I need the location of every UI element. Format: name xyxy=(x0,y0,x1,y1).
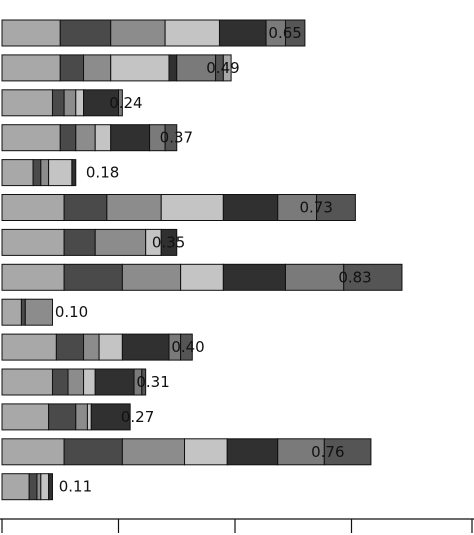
bar-3-segment-6 xyxy=(118,89,123,117)
bar-4-segment-3 xyxy=(75,124,96,152)
bar-9-segment-1 xyxy=(1,298,22,326)
bar-8-segment-5 xyxy=(222,263,286,291)
bar-5-segment-1 xyxy=(1,159,34,187)
bar-3-segment-1 xyxy=(1,89,53,117)
bar-5-segment-4 xyxy=(48,159,73,187)
bar-8-segment-6 xyxy=(284,263,345,291)
bar-13-segment-1 xyxy=(1,438,65,466)
bar-1-segment-5 xyxy=(218,19,267,47)
bar-8-segment-4 xyxy=(180,263,224,291)
bar-3-segment-4 xyxy=(75,89,85,117)
bar-10-total-label: 0.40 xyxy=(171,338,204,356)
bar-2-segment-4 xyxy=(110,54,170,82)
bar-5-total-label: 0.18 xyxy=(86,164,119,182)
bar-14-total-label: 0.11 xyxy=(59,478,92,496)
bar-10-segment-5 xyxy=(121,333,170,361)
bar-12-segment-2 xyxy=(48,403,77,431)
bar-4-segment-2 xyxy=(59,124,77,152)
bar-3-segment-2 xyxy=(51,89,65,117)
bar-12-segment-3 xyxy=(75,403,88,431)
bar-1-segment-7 xyxy=(284,19,306,47)
x-axis xyxy=(0,518,474,533)
bar-1-segment-2 xyxy=(59,19,112,47)
bar-8-total-label: 0.83 xyxy=(338,268,371,286)
bar-2-segment-8 xyxy=(222,54,232,82)
bar-11-segment-2 xyxy=(51,368,69,396)
bar-5-segment-3 xyxy=(40,159,50,187)
bar-6-segment-6 xyxy=(277,194,318,221)
bar-2-segment-6 xyxy=(176,54,217,82)
bar-11-segment-1 xyxy=(1,368,53,396)
bar-6-total-label: 0.73 xyxy=(299,199,332,217)
bar-10-segment-1 xyxy=(1,333,57,361)
total-labels-group: 0.65 0.49 0.24 0.37 0.18 0.73 0.35 0.83 0.10 0.40… xyxy=(55,24,372,496)
bar-6-segment-7 xyxy=(316,194,356,221)
bar-4-segment-7 xyxy=(164,124,178,152)
bar-3-total-label: 0.24 xyxy=(109,94,142,112)
bar-14-segment-1 xyxy=(1,473,30,501)
bar-2-segment-3 xyxy=(83,54,112,82)
bar-1-total-label: 0.65 xyxy=(268,24,301,42)
bar-4-total-label: 0.37 xyxy=(160,129,193,147)
bar-11-segment-3 xyxy=(67,368,85,396)
bar-12-segment-1 xyxy=(1,403,50,431)
bar-10-segment-7 xyxy=(180,333,193,361)
bar-3-segment-5 xyxy=(83,89,120,117)
bar-14-segment-5 xyxy=(48,473,53,501)
bar-11-segment-7 xyxy=(141,368,147,396)
bar-4-segment-5 xyxy=(110,124,151,152)
bar-13-segment-2 xyxy=(63,438,123,466)
bar-2-segment-5 xyxy=(168,54,178,82)
bar-10-segment-3 xyxy=(83,333,100,361)
bar-10-segment-4 xyxy=(98,333,123,361)
bar-6-segment-4 xyxy=(160,194,224,221)
bar-3-segment-3 xyxy=(63,89,77,117)
bar-1-segment-1 xyxy=(1,19,61,47)
bar-9-segment-3 xyxy=(24,298,53,326)
bar-11-total-label: 0.31 xyxy=(136,373,169,391)
bar-6-segment-2 xyxy=(63,194,108,221)
bar-14-segment-3 xyxy=(36,473,42,501)
bar-11-segment-4 xyxy=(83,368,96,396)
bar-7-segment-5 xyxy=(160,228,178,256)
bar-7-total-label: 0.35 xyxy=(152,233,185,251)
bar-9-segment-2 xyxy=(20,298,26,326)
bar-13-total-label: 0.76 xyxy=(311,443,344,461)
bar-13-segment-3 xyxy=(121,438,186,466)
bar-7-segment-3 xyxy=(94,228,147,256)
bar-2-total-label: 0.49 xyxy=(206,59,239,77)
bar-8-segment-2 xyxy=(63,263,123,291)
bar-14-segment-2 xyxy=(28,473,38,501)
bar-1-segment-4 xyxy=(164,19,220,47)
bar-13-segment-4 xyxy=(184,438,228,466)
bar-2-segment-2 xyxy=(59,54,85,82)
bar-14-segment-4 xyxy=(40,473,50,501)
bar-4-segment-1 xyxy=(1,124,61,152)
bar-13-segment-6 xyxy=(277,438,325,466)
bar-5-segment-5 xyxy=(71,159,77,187)
bar-6-segment-5 xyxy=(222,194,279,221)
bar-12-segment-5 xyxy=(90,403,131,431)
bar-10-segment-2 xyxy=(55,333,85,361)
bar-7-segment-1 xyxy=(1,228,65,256)
bar-12-segment-4 xyxy=(86,403,92,431)
bar-5-segment-2 xyxy=(32,159,42,187)
bar-7-segment-2 xyxy=(63,228,96,256)
bar-11-segment-5 xyxy=(94,368,135,396)
bar-13-segment-7 xyxy=(323,438,372,466)
bar-4-segment-4 xyxy=(94,124,112,152)
bar-6-segment-3 xyxy=(106,194,162,221)
bar-2-segment-1 xyxy=(1,54,61,82)
bar-8-segment-7 xyxy=(343,263,403,291)
bar-12-total-label: 0.27 xyxy=(121,408,154,426)
bar-8-segment-3 xyxy=(121,263,182,291)
bar-13-segment-5 xyxy=(226,438,279,466)
bar-6-segment-1 xyxy=(1,194,65,221)
bar-1-segment-3 xyxy=(110,19,166,47)
bars-group xyxy=(1,19,403,501)
bar-9-total-label: 0.10 xyxy=(55,303,88,321)
bar-8-segment-1 xyxy=(1,263,65,291)
